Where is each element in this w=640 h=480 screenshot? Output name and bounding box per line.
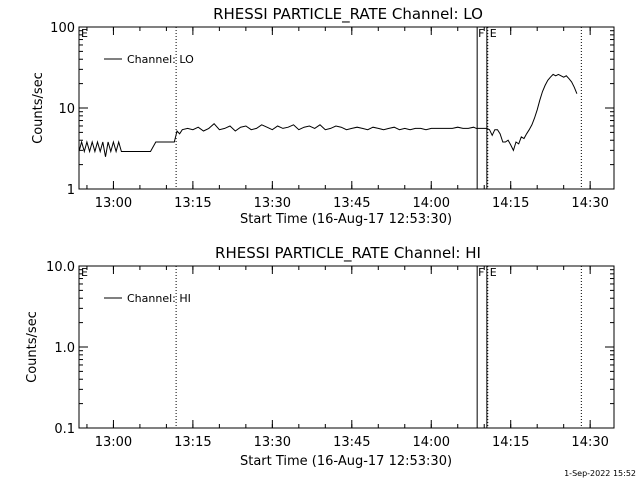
lo-y-axis-label: Counts/sec: [31, 72, 46, 144]
generated-timestamp: 1-Sep-2022 15:52: [564, 469, 636, 478]
hi-x-tick-label: 14:15: [492, 435, 529, 450]
lo-x-tick-label: 14:30: [571, 196, 608, 211]
lo-legend-label: Channel: LO: [127, 53, 194, 66]
lo-x-ticks: 13:00 13:15 13:30 13:45 14:00 14:15 14:30: [86, 27, 609, 211]
lo-flag-label-f: F: [478, 27, 484, 40]
hi-flag-label-e: E: [490, 266, 497, 279]
hi-x-tick-label: 13:30: [254, 435, 291, 450]
lo-y-tick-label: 10: [58, 102, 75, 117]
hi-y-axis-label: Counts/sec: [25, 311, 40, 383]
lo-flag-label-e-start: E: [81, 27, 88, 40]
hi-y-tick-label: 1.0: [54, 341, 75, 356]
hi-plot-frame: [78, 265, 615, 429]
hi-x-tick-label: 13:15: [174, 435, 211, 450]
lo-x-tick-label: 13:00: [95, 196, 132, 211]
lo-y-tick-label: 1: [67, 183, 75, 198]
lo-x-tick-label: 13:30: [254, 196, 291, 211]
hi-x-tick-label: 13:45: [333, 435, 370, 450]
lo-flag-label-e: E: [490, 27, 497, 40]
lo-channel-panel: RHESSI PARTICLE_RATE Channel: LO 13:00 13…: [31, 5, 615, 227]
hi-channel-panel: RHESSI PARTICLE_RATE Channel: HI 13:00 13…: [25, 244, 615, 469]
lo-x-tick-label: 14:15: [492, 196, 529, 211]
hi-x-axis-label: Start Time (16-Aug-17 12:53:30): [240, 454, 452, 469]
lo-series-line: [78, 73, 578, 157]
hi-x-tick-label: 14:30: [571, 435, 608, 450]
hi-y-tick-label: 10.0: [46, 260, 75, 275]
hi-flag-label-f: F: [478, 266, 484, 279]
lo-x-axis-label: Start Time (16-Aug-17 12:53:30): [240, 212, 452, 227]
hi-x-tick-label: 14:00: [413, 435, 450, 450]
hi-x-tick-label: 13:00: [95, 435, 132, 450]
hi-panel-title: RHESSI PARTICLE_RATE Channel: HI: [215, 244, 481, 263]
hi-legend-label: Channel: HI: [127, 292, 191, 305]
lo-y-tick-label: 100: [50, 21, 75, 36]
lo-y-ticks: 1 10 100: [50, 21, 614, 198]
hi-y-tick-label: 0.1: [54, 422, 75, 437]
hi-x-ticks: 13:00 13:15 13:30 13:45 14:00 14:15 14:30: [86, 266, 609, 450]
hi-flag-label-e-start: E: [81, 266, 88, 279]
hi-y-ticks: 0.1 1.0 10.0: [46, 260, 614, 437]
lo-x-tick-label: 13:45: [333, 196, 370, 211]
lo-plot-frame: [78, 26, 615, 190]
lo-x-tick-label: 14:00: [413, 196, 450, 211]
lo-panel-title: RHESSI PARTICLE_RATE Channel: LO: [213, 5, 483, 24]
lo-x-tick-label: 13:15: [174, 196, 211, 211]
